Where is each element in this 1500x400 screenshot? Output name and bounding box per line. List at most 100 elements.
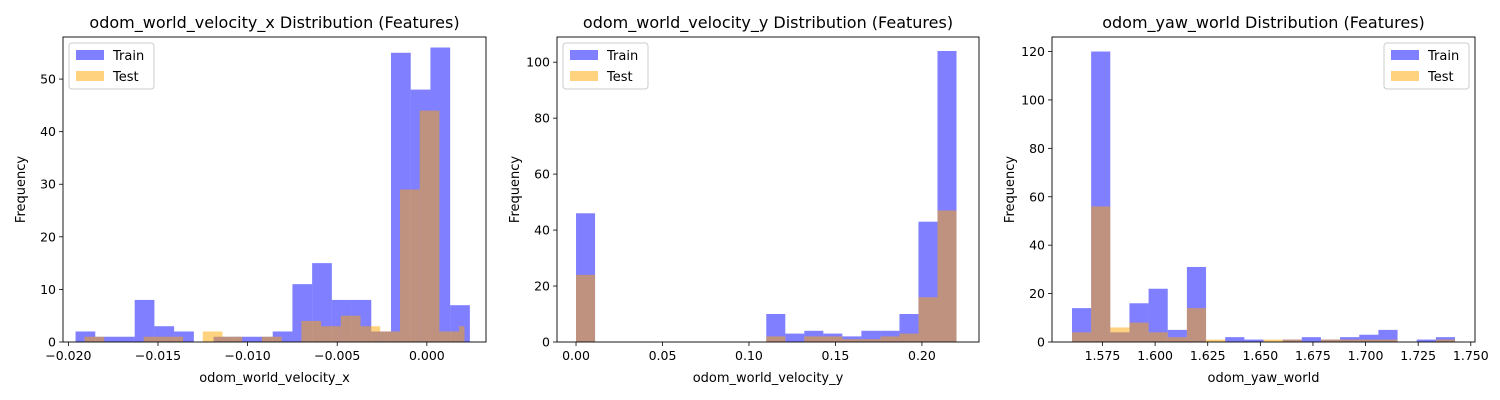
series-test [1071, 206, 1456, 342]
bar-test [918, 297, 938, 342]
y-tick-label: 30 [40, 177, 56, 192]
chart-title: odom_yaw_world Distribution (Features) [1102, 13, 1425, 33]
bar-test [842, 339, 862, 342]
bar-test [576, 274, 596, 342]
bar-train [272, 331, 293, 342]
subplot-3: 1.575 1.600 1.625 1.650 1.675 1.700 1.725 1.750… [1003, 13, 1489, 386]
bar-train [174, 331, 194, 342]
bar-test [261, 336, 282, 342]
x-tick-label: 1.625 [1190, 348, 1226, 363]
bar-test [937, 210, 957, 342]
legend-label-train: Train [1427, 49, 1459, 64]
x-tick-label: 1.725 [1400, 348, 1436, 363]
x-tick-label: 1.650 [1242, 348, 1278, 363]
x-tick-label: −0.005 [314, 348, 360, 363]
bar-test [360, 326, 381, 342]
x-tick-label: 1.700 [1348, 348, 1384, 363]
chart-title: odom_world_velocity_y Distribution (Feat… [583, 13, 953, 33]
x-tick-label: 1.600 [1137, 348, 1173, 363]
bar-test [222, 336, 243, 342]
x-tick-label: 0.000 [409, 348, 445, 363]
bar-train [1378, 329, 1398, 342]
legend-swatch-test [76, 71, 104, 81]
legend-label-test: Test [606, 70, 633, 85]
bar-test [84, 336, 105, 342]
series-test [84, 110, 465, 342]
y-axis-label: Frequency [1003, 156, 1018, 223]
series-test [576, 210, 957, 342]
y-tick-label: 40 [1029, 238, 1045, 253]
x-tick-label: 0.15 [822, 348, 850, 363]
y-tick-label: 20 [534, 279, 550, 294]
y-tick-label: 120 [1021, 44, 1045, 59]
legend-label-train: Train [606, 49, 638, 64]
bar-test [804, 336, 824, 342]
y-tick-label: 100 [526, 55, 550, 70]
bar-test [459, 326, 465, 342]
x-tick-label: 1.750 [1453, 348, 1489, 363]
y-tick-label: 60 [1029, 189, 1045, 204]
bar-test [340, 315, 361, 342]
y-axis-label: Frequency [508, 156, 523, 223]
x-axis-label: odom_yaw_world [1208, 371, 1320, 386]
y-tick-label: 10 [40, 282, 56, 297]
bar-test [1206, 339, 1226, 342]
bar-test [419, 110, 440, 342]
bar-test [1148, 332, 1168, 342]
bar-test [439, 331, 460, 342]
x-tick-label: 0.20 [908, 348, 936, 363]
x-tick-label: −0.020 [45, 348, 91, 363]
bar-train [1435, 337, 1456, 342]
bar-test [1435, 339, 1456, 342]
bar-train [1244, 339, 1264, 342]
legend-label-train: Train [112, 49, 144, 64]
series-train [1071, 51, 1456, 343]
x-tick-label: 0.00 [562, 348, 590, 363]
y-axis-label: Frequency [14, 156, 29, 223]
bar-test [1186, 308, 1207, 342]
y-tick-label: 40 [40, 124, 56, 139]
bar-test [861, 339, 881, 342]
series-train [576, 50, 957, 343]
y-tick-label: 80 [534, 111, 550, 126]
x-tick-label: 0.10 [735, 348, 763, 363]
bar-test [321, 326, 341, 342]
legend-label-test: Test [112, 70, 139, 85]
bar-test [899, 333, 919, 342]
bar-test [1378, 339, 1398, 342]
axes-frame [1051, 36, 1476, 343]
legend-swatch-train [570, 50, 598, 60]
bar-train [861, 330, 881, 342]
bar-train [1416, 339, 1436, 342]
bar-train [233, 336, 253, 342]
subplot-2: 0.00 0.05 0.10 0.15 0.20 0 20 40 60 80 100 odom_wor… [508, 13, 980, 386]
bar-test [301, 320, 322, 342]
y-tick-label: 40 [534, 223, 550, 238]
bar-train [134, 299, 155, 342]
y-tick-label: 50 [40, 72, 56, 87]
legend-swatch-test [570, 71, 598, 81]
x-axis-label: odom_world_velocity_y [693, 371, 844, 386]
bar-test [163, 336, 184, 342]
bar-test [1167, 337, 1187, 342]
bar-test [143, 336, 164, 342]
bar-test [1129, 322, 1149, 342]
bar-test [1282, 339, 1302, 342]
legend: Train Test [562, 42, 649, 90]
x-tick-label: 0.05 [649, 348, 677, 363]
axes-frame [62, 36, 487, 343]
y-tick-label: 0 [1037, 335, 1045, 350]
legend-swatch-test [1391, 71, 1419, 81]
bar-train [1225, 337, 1245, 342]
subplot-1: −0.020 −0.015 −0.010 −0.005 0.000 0 10 20 30 40 50… [14, 13, 487, 386]
bar-train [114, 336, 135, 342]
x-axis-label: odom_world_velocity_x [199, 371, 350, 386]
y-tick-label: 20 [40, 229, 56, 244]
bar-train [1359, 334, 1379, 342]
y-tick-label: 60 [534, 167, 550, 182]
y-tick-label: 80 [1029, 141, 1045, 156]
bar-test [1359, 339, 1379, 342]
legend-label-test: Test [1427, 70, 1454, 85]
bar-train [785, 333, 805, 342]
legend-swatch-train [76, 50, 104, 60]
